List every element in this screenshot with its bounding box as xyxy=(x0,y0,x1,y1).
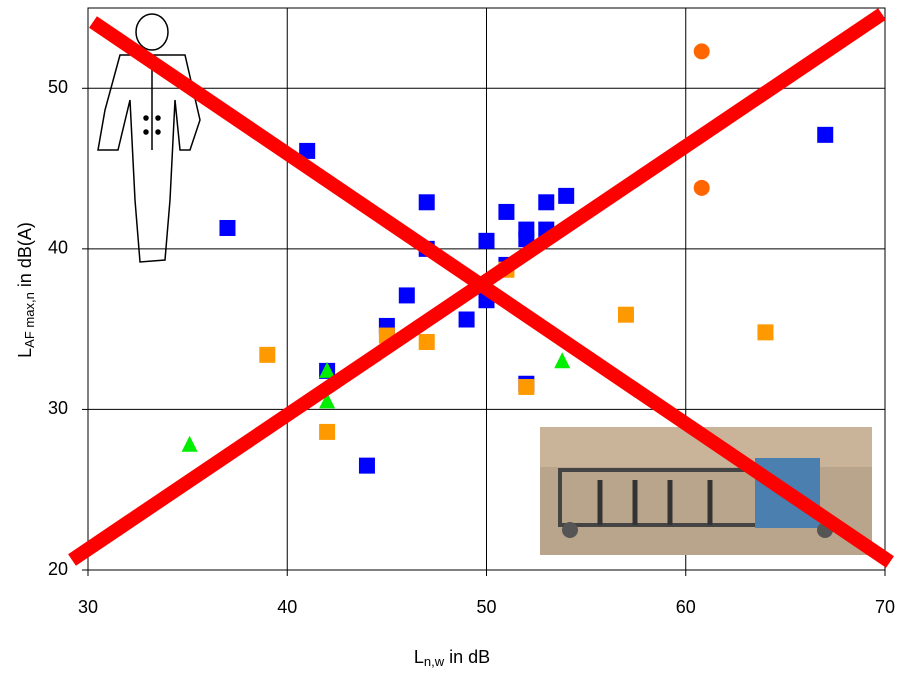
x-tick-label: 70 xyxy=(875,597,895,617)
point xyxy=(817,127,833,143)
point xyxy=(558,188,574,204)
point xyxy=(479,233,495,249)
chart: 30 40 50 60 70 20 30 40 50 Ln,w in dB LAF max,n … xyxy=(0,0,901,673)
point xyxy=(459,312,475,328)
y-tick-label: 50 xyxy=(48,77,68,97)
x-tick-label: 50 xyxy=(476,597,496,617)
x-tick-label: 30 xyxy=(78,597,98,617)
point xyxy=(618,307,634,323)
x-axis-label: Ln,w in dB xyxy=(414,647,490,670)
y-tick-label: 40 xyxy=(48,238,68,258)
point xyxy=(498,204,514,220)
photo xyxy=(540,427,872,555)
point xyxy=(359,458,375,474)
point xyxy=(694,180,710,196)
x-tick-label: 60 xyxy=(676,597,696,617)
y-axis-label: LAF max,n in dB(A) xyxy=(15,222,38,358)
point xyxy=(518,379,534,395)
point xyxy=(259,347,275,363)
point xyxy=(694,43,710,59)
x-tick-label: 40 xyxy=(277,597,297,617)
point xyxy=(399,287,415,303)
point xyxy=(319,424,335,440)
point xyxy=(219,220,235,236)
point xyxy=(538,194,554,210)
point xyxy=(419,194,435,210)
point xyxy=(419,334,435,350)
y-tick-label: 20 xyxy=(48,559,68,579)
y-tick-label: 30 xyxy=(48,398,68,418)
point xyxy=(757,324,773,340)
